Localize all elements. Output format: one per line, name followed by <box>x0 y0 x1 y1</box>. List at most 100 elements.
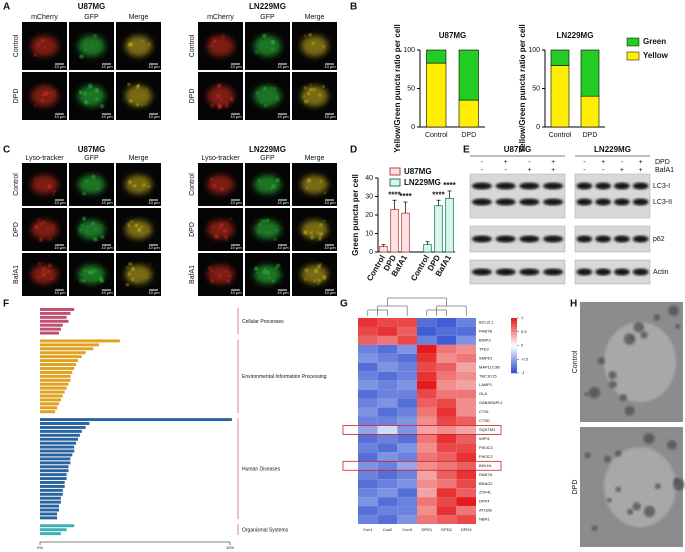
band <box>632 182 649 190</box>
heat-cell <box>456 470 476 480</box>
punctum <box>264 104 268 107</box>
bar <box>40 370 73 374</box>
punctum <box>42 267 46 271</box>
bar <box>40 355 82 359</box>
punctum <box>210 279 214 283</box>
organelle <box>584 452 591 459</box>
punctum <box>98 276 103 281</box>
bar <box>40 339 120 343</box>
punctum <box>273 238 277 241</box>
punctum <box>147 185 151 188</box>
heat-cell <box>436 344 457 354</box>
bar <box>40 382 69 386</box>
heat-cell <box>417 416 437 426</box>
punctum <box>212 184 216 188</box>
heat-cell <box>377 416 398 426</box>
organelle <box>608 380 617 389</box>
punctum <box>256 271 259 274</box>
heat-cell <box>358 452 378 462</box>
heat-cell <box>436 398 457 408</box>
punctum <box>145 277 148 279</box>
heat-cell <box>358 506 378 516</box>
row-label: TFE3 <box>479 346 490 351</box>
organelle <box>624 405 635 416</box>
punctum <box>53 189 56 193</box>
heat-cell <box>456 434 476 444</box>
punctum <box>259 219 262 222</box>
punctum <box>217 94 221 98</box>
sign: - <box>528 159 531 166</box>
significance: **** <box>432 190 445 199</box>
scale-bar-label: 10 μm <box>230 114 242 119</box>
channel-label: Lyso-tracker <box>25 155 64 162</box>
band <box>632 268 649 276</box>
legend-swatch <box>626 37 640 47</box>
punctum <box>144 103 147 106</box>
heat-cell <box>358 318 378 327</box>
x-tick-label: Control <box>549 132 572 139</box>
bar <box>40 492 63 496</box>
punctum <box>212 39 217 43</box>
y-tick-label: 10 <box>365 230 373 237</box>
band <box>614 198 630 206</box>
significance: **** <box>443 181 456 190</box>
heat-cell <box>456 318 476 327</box>
bar <box>401 212 410 253</box>
punctum <box>82 279 86 283</box>
punctum <box>49 277 52 280</box>
band <box>543 182 564 190</box>
row-label: BHLHL <box>479 463 493 468</box>
punctum <box>34 105 37 108</box>
heat-cell <box>417 326 437 336</box>
row-label: GLA <box>479 391 487 396</box>
significance: **** <box>388 190 401 199</box>
heat-cell <box>417 362 437 372</box>
heat-cell <box>397 389 417 399</box>
sign: - <box>481 159 484 166</box>
punctum <box>148 43 151 46</box>
band-label: LC3-II <box>653 199 672 206</box>
cell-line-title: U87MG <box>78 145 106 154</box>
punctum <box>311 41 315 45</box>
punctum <box>46 269 50 273</box>
heat-cell <box>358 398 378 408</box>
colorbar-step <box>511 318 517 322</box>
scale-bar-label: 10 μm <box>54 290 66 295</box>
colorbar-step <box>511 353 517 357</box>
heat-cell <box>436 497 457 507</box>
heat-cell <box>397 443 417 453</box>
y-tick-label: 50 <box>532 85 540 92</box>
punctum <box>257 179 261 183</box>
colorbar-step <box>511 348 517 352</box>
organelle <box>603 455 611 463</box>
punctum <box>37 43 41 46</box>
band <box>614 182 630 190</box>
punctum <box>322 219 325 222</box>
sign: + <box>551 167 555 174</box>
punctum <box>84 100 88 105</box>
punctum <box>148 263 151 265</box>
heat-cell <box>397 335 417 345</box>
heat-cell <box>456 335 476 345</box>
bar <box>445 197 454 253</box>
channel-label: mCherry <box>31 14 58 21</box>
heat-cell <box>377 407 398 417</box>
punctum <box>128 180 132 184</box>
punctum <box>275 178 280 182</box>
bar <box>40 488 63 492</box>
organelle <box>619 393 628 402</box>
heat-cell <box>417 452 437 462</box>
bar <box>40 390 65 394</box>
sign: + <box>504 159 508 166</box>
bar <box>40 386 67 390</box>
heat-cell <box>377 443 398 453</box>
punctum <box>275 229 278 232</box>
panel-label: F <box>3 299 9 310</box>
punctum <box>318 93 322 97</box>
bar-segment <box>580 95 600 128</box>
heat-cell <box>397 470 417 480</box>
punctum <box>224 235 228 239</box>
scale-bar-label: 10 μm <box>277 290 289 295</box>
heat-cell <box>417 515 437 524</box>
colorbar-label: 1 <box>521 315 524 320</box>
